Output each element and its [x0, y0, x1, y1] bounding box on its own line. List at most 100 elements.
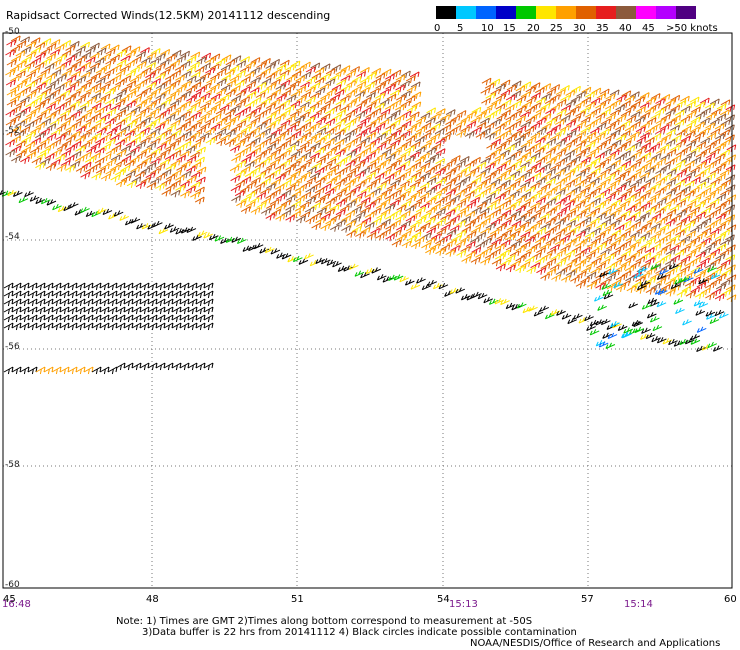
wind-barb: [633, 320, 643, 328]
wind-barb: [585, 151, 596, 160]
wind-barb: [450, 165, 461, 173]
wind-barb: [371, 187, 381, 196]
wind-barb: [332, 261, 342, 268]
wind-barb: [465, 240, 476, 249]
wind-barb: [520, 251, 531, 259]
lat-tick-label: -60: [5, 580, 20, 590]
wind-barb: [726, 294, 737, 302]
wind-barb: [83, 314, 94, 323]
wind-barb: [601, 283, 612, 290]
wind-barb: [59, 282, 70, 291]
wind-barb: [99, 306, 110, 315]
wind-barb: [75, 145, 86, 154]
wind-barb: [444, 290, 454, 297]
wind-barb: [651, 335, 662, 343]
wind-barb: [390, 169, 401, 178]
wind-barb: [560, 194, 571, 203]
wind-barb: [635, 286, 646, 294]
wind-barb: [370, 137, 381, 146]
wind-barb: [56, 74, 67, 82]
wind-barb: [599, 271, 609, 278]
wind-barb: [171, 322, 182, 331]
legend-swatch: [556, 6, 576, 19]
wind-barb: [43, 282, 54, 291]
wind-barb: [175, 184, 186, 193]
wind-barb: [580, 196, 590, 205]
wind-barb: [126, 100, 136, 108]
wind-barb: [155, 153, 166, 161]
wind-barb: [219, 94, 230, 102]
wind-barb: [580, 106, 591, 115]
wind-barb: [640, 202, 651, 210]
wind-barb: [56, 164, 67, 172]
wind-barb: [131, 56, 142, 64]
wind-barb: [725, 164, 736, 172]
wind-barb: [496, 163, 507, 172]
wind-barb: [191, 161, 202, 170]
wind-barb: [710, 258, 721, 266]
wind-barb: [330, 94, 340, 102]
wind-barb: [91, 122, 102, 131]
wind-barb: [280, 79, 291, 88]
wind-barb: [123, 322, 134, 331]
wind-barb: [205, 137, 216, 146]
wind-barb: [21, 86, 32, 94]
wind-barb: [565, 239, 576, 248]
wind-barb: [179, 290, 190, 299]
wind-barb: [91, 92, 102, 101]
legend-color-bar: [436, 6, 696, 19]
wind-barb: [39, 98, 50, 106]
lat-tick-label: -56: [5, 342, 20, 352]
wind-barb: [314, 167, 325, 175]
wind-barb: [91, 298, 102, 307]
wind-barb: [490, 78, 501, 87]
wind-barb: [301, 151, 312, 160]
time-label: 15:14: [624, 599, 653, 610]
wind-barb: [435, 248, 445, 256]
wind-barb: [574, 250, 585, 259]
wind-barb: [621, 220, 632, 228]
wind-barb: [650, 103, 661, 111]
wind-barb: [491, 258, 502, 267]
wind-barb: [230, 125, 241, 133]
wind-barb: [631, 211, 641, 219]
wind-barb: [490, 88, 501, 97]
wind-barb: [600, 98, 610, 107]
wind-barb: [41, 58, 51, 66]
wind-barb: [521, 81, 532, 89]
wind-barb: [401, 110, 412, 119]
wind-barb: [99, 83, 110, 92]
wind-barb: [43, 366, 54, 375]
legend-label: 0: [434, 23, 441, 34]
wind-barb: [421, 232, 432, 240]
wind-barb: [404, 279, 415, 286]
wind-barb: [405, 75, 416, 84]
wind-barb: [123, 290, 134, 299]
wind-barb: [571, 85, 581, 94]
wind-barb: [651, 123, 662, 131]
wind-barb: [51, 290, 62, 299]
wind-barb: [605, 173, 616, 182]
wind-barb: [500, 239, 511, 248]
wind-barb: [130, 217, 141, 224]
wind-barb: [586, 131, 597, 140]
wind-barb: [326, 168, 337, 176]
wind-barb: [255, 102, 266, 110]
wind-barb: [420, 212, 431, 220]
wind-barb: [7, 189, 18, 197]
wind-barb: [116, 129, 126, 137]
wind-barb: [115, 79, 125, 87]
wind-barb: [707, 265, 717, 273]
wind-barb: [620, 180, 631, 188]
wind-barb: [470, 256, 481, 265]
wind-barb: [163, 322, 174, 331]
wind-barb: [591, 87, 602, 96]
wind-barb: [371, 207, 381, 216]
wind-barb: [376, 132, 387, 141]
wind-barb: [551, 204, 561, 212]
wind-barb: [236, 130, 247, 138]
wind-barb: [570, 105, 580, 114]
wind-barb: [315, 137, 326, 145]
wind-barb: [486, 142, 496, 151]
legend-swatch: [636, 6, 656, 19]
